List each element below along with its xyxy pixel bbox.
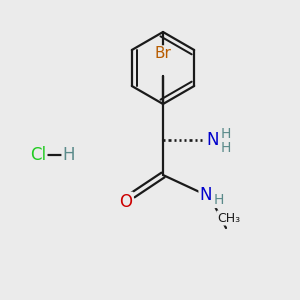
Text: Br: Br <box>154 46 171 62</box>
Text: Cl: Cl <box>30 146 46 164</box>
Text: CH₃: CH₃ <box>218 212 241 224</box>
Text: O: O <box>119 193 133 211</box>
Text: H: H <box>221 141 231 155</box>
Text: N: N <box>207 131 219 149</box>
Text: H: H <box>214 193 224 207</box>
Text: N: N <box>200 186 212 204</box>
Text: H: H <box>221 127 231 141</box>
Text: H: H <box>63 146 75 164</box>
